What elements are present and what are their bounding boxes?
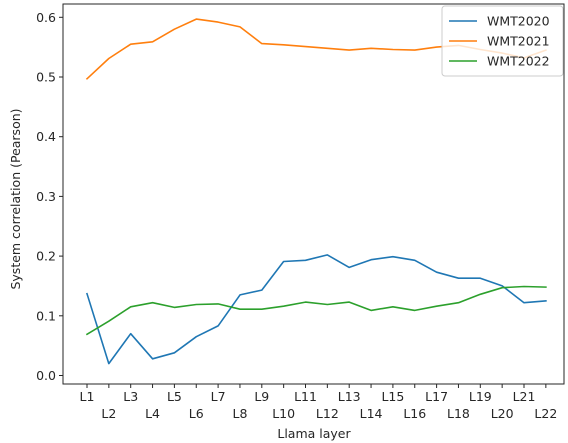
x-axis-label: Llama layer <box>277 426 351 441</box>
x-tick-label: L16 <box>403 406 426 421</box>
y-tick-label: 0.2 <box>36 249 56 264</box>
x-tick-label: L21 <box>513 389 536 404</box>
series-line-wmt2020 <box>85 254 547 365</box>
x-tick-label: L17 <box>425 389 448 404</box>
x-tick-label: L8 <box>232 406 247 421</box>
x-tick-label: L11 <box>294 389 317 404</box>
y-tick-label: 0.0 <box>36 368 56 383</box>
x-tick-label: L1 <box>80 389 95 404</box>
y-tick-label: 0.6 <box>36 10 56 25</box>
x-tick-label: L18 <box>447 406 470 421</box>
x-tick-label: L22 <box>534 406 557 421</box>
y-tick-label: 0.3 <box>36 189 56 204</box>
x-tick-label: L6 <box>189 406 204 421</box>
x-tick-label: L2 <box>101 406 116 421</box>
y-tick-label: 0.1 <box>36 308 56 323</box>
legend: WMT2020 WMT2021 WMT2022 <box>441 5 564 77</box>
legend-label: WMT2022 <box>487 54 550 69</box>
y-tick-label: 0.4 <box>36 129 56 144</box>
plot-frame <box>62 3 565 385</box>
x-tick-label: L19 <box>469 389 492 404</box>
x-tick-label: L13 <box>338 389 361 404</box>
x-tick-label: L4 <box>145 406 160 421</box>
legend-label: WMT2021 <box>487 34 550 49</box>
series-line-wmt2022 <box>85 285 547 336</box>
x-tick-label: L10 <box>272 406 295 421</box>
x-tick-label: L3 <box>123 389 138 404</box>
x-tick-label: L12 <box>316 406 339 421</box>
y-axis-label: System correlation (Pearson) <box>8 108 23 289</box>
x-tick-label: L15 <box>381 389 404 404</box>
x-tick-label: L5 <box>167 389 182 404</box>
legend-box <box>441 5 564 77</box>
x-tick-label: L7 <box>211 389 226 404</box>
x-tick-label: L14 <box>360 406 383 421</box>
y-tick-label: 0.5 <box>36 70 56 85</box>
y-axis-ticks: 0.0 0.1 0.2 0.3 0.4 0.5 0.6 <box>36 10 63 383</box>
plot-area <box>62 3 565 385</box>
legend-label: WMT2020 <box>487 14 550 29</box>
x-tick-label: L20 <box>491 406 514 421</box>
x-tick-label: L9 <box>254 389 269 404</box>
